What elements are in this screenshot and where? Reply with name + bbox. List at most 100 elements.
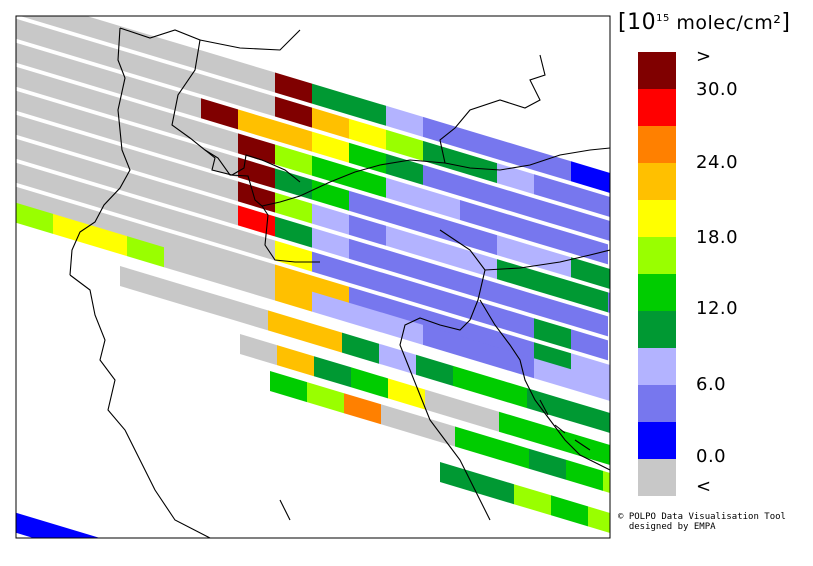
swath-pixel <box>462 400 499 432</box>
swath-pixel <box>201 122 238 154</box>
swath-pixel <box>275 72 312 104</box>
swath-pixel <box>53 213 90 245</box>
swath-pixel <box>460 320 497 352</box>
swath-pixel <box>571 161 608 193</box>
swath-pixel <box>423 212 460 244</box>
swath-pixel <box>127 148 164 180</box>
credit-text: © POLPO Data Visualisation Tool designed… <box>618 512 786 532</box>
swath-pixel <box>275 280 312 312</box>
swath-pixel <box>53 523 90 538</box>
swath-pixel <box>16 18 53 50</box>
swath-pixel <box>460 272 497 304</box>
swath-pixel <box>571 209 608 241</box>
border-line <box>199 29 301 51</box>
swath-pixel <box>460 128 497 160</box>
swath-pixel <box>460 176 497 208</box>
swath-pixel <box>90 137 127 169</box>
swath-pixel <box>571 185 608 217</box>
colorbar-swatch <box>638 163 676 200</box>
swath-pixel <box>240 334 277 366</box>
swath-pixel <box>571 305 608 337</box>
swath-pixel <box>238 229 275 261</box>
swath-pixel <box>536 422 573 454</box>
colorbar <box>638 52 676 496</box>
swath-pixel <box>127 546 164 566</box>
swath-pixel <box>164 87 201 119</box>
swath-pixel <box>312 227 349 259</box>
swath-pixel <box>344 393 381 425</box>
swath-pixel <box>305 321 342 353</box>
swath-pixel <box>460 224 497 256</box>
swath-pixel <box>201 194 238 226</box>
swath-pixel <box>534 270 571 302</box>
swath-pixel <box>90 65 127 97</box>
swath-pixel <box>238 85 275 117</box>
swath-pixel <box>534 358 571 390</box>
swath-pixel <box>164 183 201 215</box>
swath-pixel <box>16 138 53 170</box>
swath-pixel <box>312 251 349 283</box>
colorbar-swatch <box>638 200 676 237</box>
border-line <box>484 249 610 271</box>
swath-pixel <box>571 257 608 289</box>
swath-pixel <box>16 162 53 194</box>
border-line <box>204 149 301 183</box>
swath-pixel <box>423 308 460 340</box>
swath-pixel <box>571 353 608 385</box>
swath-pixel <box>386 153 423 185</box>
swath-pixel <box>16 114 53 146</box>
swath-pixel <box>275 216 312 248</box>
swath-pixel <box>201 242 238 274</box>
country-borders <box>69 27 610 538</box>
swath-pixel <box>386 201 423 233</box>
border-line <box>439 54 546 164</box>
swath-pixel <box>571 369 608 401</box>
swath-pixel <box>440 462 477 494</box>
swath-pixel <box>349 286 386 318</box>
swath-pixel <box>534 174 571 206</box>
colorbar-label: 24.0 <box>696 152 739 173</box>
swath-pixel <box>53 29 90 61</box>
swath-pixel <box>534 246 571 278</box>
swath-pixel <box>201 74 238 106</box>
swath-pixel <box>386 105 423 137</box>
swath-pixel <box>270 371 307 403</box>
swath-pixel <box>164 63 201 95</box>
colorbar-swatch <box>638 274 676 311</box>
colorbar-swatch <box>638 348 676 385</box>
swath-pixel <box>603 470 610 493</box>
swath-pixel <box>497 347 534 379</box>
swath-pixel <box>238 61 275 93</box>
swath-pixel <box>127 28 164 60</box>
swath-pixel <box>423 236 460 268</box>
swath-pixel <box>423 188 460 220</box>
swath-pixel <box>460 296 497 328</box>
swath-pixel <box>238 109 275 141</box>
swath-pixel <box>127 196 164 228</box>
swath-pixel <box>529 448 566 480</box>
colorbar-label: 12.0 <box>696 298 739 319</box>
swath-pixel <box>497 331 534 363</box>
swath-pixel <box>460 248 497 280</box>
swath-pixel <box>275 264 312 296</box>
swath-pixel <box>312 131 349 163</box>
swath-pixel <box>312 275 349 307</box>
swath-pixel <box>388 378 425 410</box>
swath-pixel <box>534 294 571 326</box>
swath-pixel <box>238 205 275 237</box>
swath-pixel <box>571 233 608 265</box>
swath-pixel <box>601 410 610 433</box>
colorbar-label: 30.0 <box>696 79 739 100</box>
swath-pixel <box>423 324 460 356</box>
swath-pixel <box>455 426 492 458</box>
swath-pixel <box>16 90 53 122</box>
swath-pixel <box>127 236 164 268</box>
swath-pixel <box>127 124 164 156</box>
swath-pixel <box>571 281 608 313</box>
colorbar-swatch <box>638 52 676 89</box>
swath-pixel <box>90 161 127 193</box>
swath-pixel <box>307 382 344 414</box>
swath-pixel <box>238 269 275 301</box>
swath-pixel <box>490 377 527 409</box>
